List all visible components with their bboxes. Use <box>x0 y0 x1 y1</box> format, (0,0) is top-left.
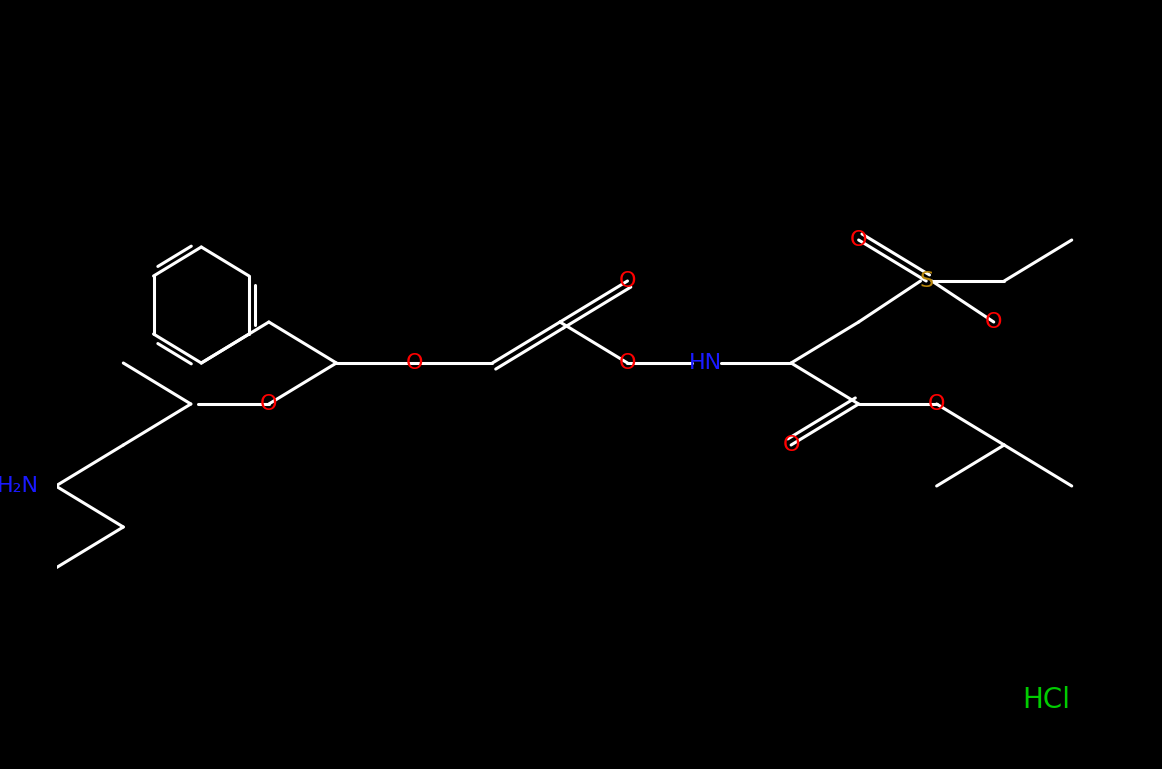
Text: O: O <box>406 353 423 373</box>
Text: HN: HN <box>689 353 722 373</box>
Text: S: S <box>919 271 933 291</box>
Text: O: O <box>618 271 637 291</box>
Text: O: O <box>782 435 799 455</box>
Text: O: O <box>260 394 278 414</box>
Text: HCl: HCl <box>1021 686 1070 714</box>
Text: O: O <box>928 394 946 414</box>
Text: O: O <box>985 312 1003 332</box>
Text: O: O <box>849 230 867 250</box>
Text: H₂N: H₂N <box>0 476 38 496</box>
Text: O: O <box>618 353 637 373</box>
